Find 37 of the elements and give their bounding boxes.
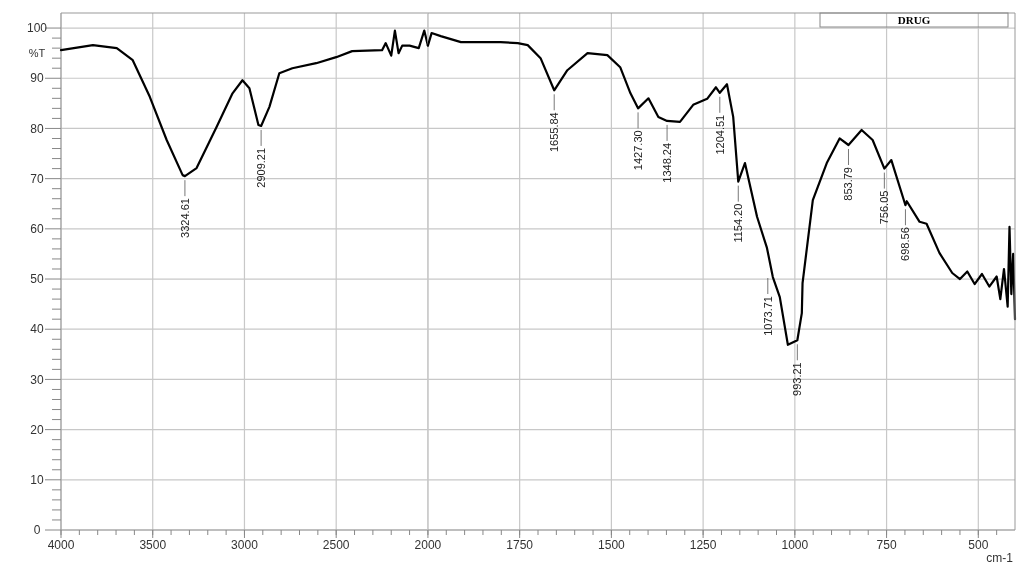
annotation: 1154.20	[732, 203, 745, 243]
x-tick-label: 3500	[139, 538, 167, 552]
x-tick-label: 1250	[689, 538, 717, 552]
annotation: 756.05	[878, 190, 891, 225]
y-axis-title: %T	[28, 47, 46, 60]
annotation: 1348.24	[660, 142, 673, 183]
annotation: 1655.84	[548, 112, 561, 153]
x-tick-label: 3000	[231, 538, 259, 552]
annotation: 1073.71	[761, 296, 774, 336]
text: DRUG	[897, 14, 931, 26]
x-tick-label: 2500	[322, 538, 350, 552]
y-tick-label: 10	[30, 473, 44, 488]
y-tick-label: 20	[30, 422, 44, 437]
annotation: 3324.61	[178, 198, 191, 238]
x-tick-label: 500	[968, 538, 989, 552]
y-tick-label: 90	[30, 71, 44, 86]
annotation: 1204.51	[713, 114, 726, 155]
y-tick-label: 50	[30, 272, 44, 287]
x-tick-label: 1750	[506, 538, 534, 552]
x-tick-label: 1000	[781, 538, 809, 552]
annotation: 698.56	[899, 227, 912, 261]
x-tick-label: 4000	[47, 538, 75, 552]
y-tick-label: 30	[30, 372, 44, 387]
x-tick-label: 750	[876, 538, 897, 552]
x-axis-title: cm-1	[986, 551, 1014, 564]
x-tick-label: 1500	[598, 538, 626, 552]
annotation: 2909.21	[254, 147, 267, 188]
x-tick-label: 2000	[414, 538, 442, 552]
y-tick-label: 100	[26, 21, 48, 36]
annotation: 993.21	[791, 362, 804, 396]
annotation: 1427.30	[631, 130, 644, 171]
y-tick-label: 60	[30, 222, 44, 237]
annotation: 853.79	[842, 167, 855, 201]
y-tick-label: 80	[30, 121, 44, 136]
y-tick-label: 70	[30, 171, 44, 186]
y-tick-label: 40	[30, 322, 44, 337]
y-tick-label: 0	[33, 523, 41, 538]
